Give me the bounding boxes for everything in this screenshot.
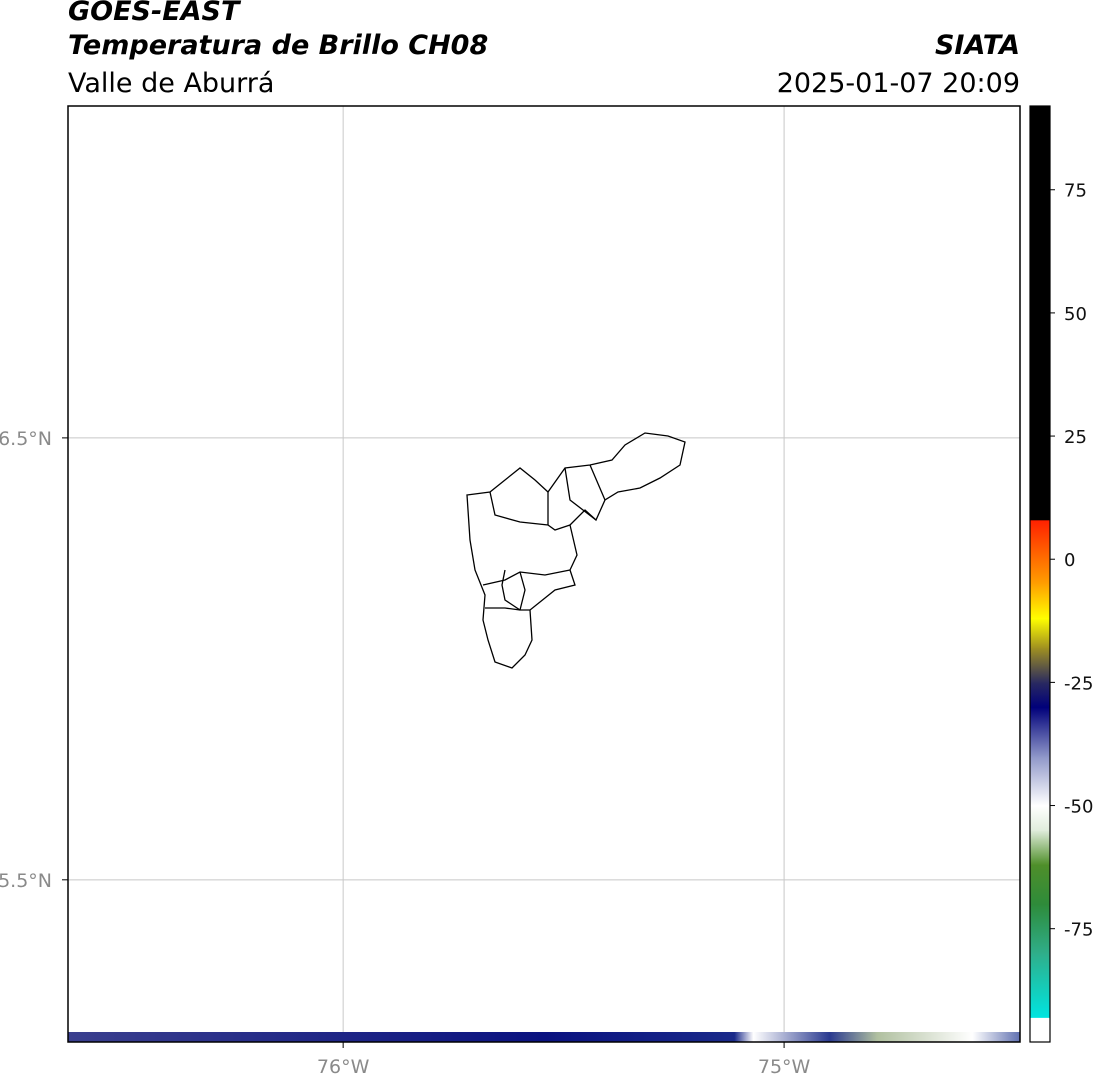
colorbar-tick-label: 50	[1064, 304, 1087, 325]
colorbar-tick-label: -50	[1064, 797, 1093, 818]
satellite-data	[68, 1032, 1020, 1042]
colorbar-tick-label: -25	[1064, 673, 1093, 694]
colorbar-segment	[1030, 618, 1050, 649]
map-frame	[67, 105, 1021, 1043]
colorbar-segment	[1030, 647, 1050, 683]
datetime: 2025-01-07 20:09	[777, 68, 1020, 99]
colorbar-segment	[1030, 106, 1050, 521]
colorbar-segment	[1030, 953, 1050, 1018]
colorbar-tick-label: 25	[1064, 427, 1087, 448]
y-tick-label: 6.5°N	[0, 428, 52, 450]
colorbar-segment	[1030, 682, 1050, 708]
agency: SIATA	[935, 30, 1020, 61]
y-tick-label: 5.5°N	[0, 870, 52, 892]
colorbar-segment	[1030, 583, 1050, 619]
x-tick-label: 75°W	[758, 1056, 811, 1078]
colorbar-segment	[1030, 756, 1050, 807]
colorbar-segment	[1030, 707, 1050, 757]
colorbar-segment	[1030, 904, 1050, 954]
municipal-boundaries	[466, 432, 686, 669]
colorbar-tick-label: 0	[1064, 550, 1075, 571]
colorbar-tick-label: 75	[1064, 181, 1087, 202]
subtitle: Temperatura de Brillo CH08	[68, 30, 488, 61]
grid: 76°W 75°W 6.5°N 5.5°N	[0, 106, 1020, 1078]
region: Valle de Aburrá	[68, 68, 274, 99]
title: GOES-EAST	[68, 0, 242, 27]
x-tick-label: 76°W	[317, 1056, 370, 1078]
colorbar-segment	[1030, 805, 1050, 831]
colorbar-segment	[1030, 519, 1050, 585]
colorbar-segment	[1030, 830, 1050, 866]
colorbar-segment	[1030, 1017, 1050, 1043]
colorbar-tick-label: -75	[1064, 920, 1093, 941]
colorbar-frame	[1029, 105, 1051, 1043]
colorbar: 75 50 25 0 -25 -50 -75	[1030, 106, 1093, 1043]
colorbar-segment	[1030, 864, 1050, 905]
